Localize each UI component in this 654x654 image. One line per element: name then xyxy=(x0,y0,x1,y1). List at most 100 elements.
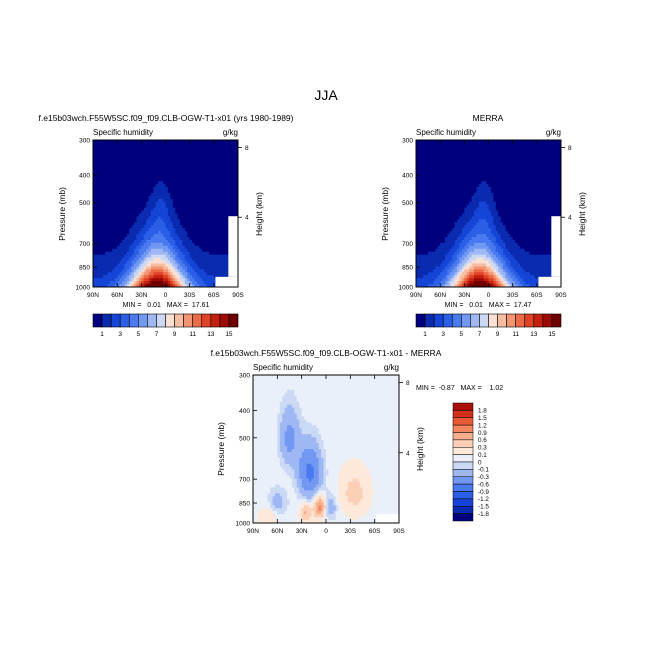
contour-cell xyxy=(184,248,188,253)
contour-cell xyxy=(109,148,113,153)
contour-cell xyxy=(488,189,492,194)
contour-cell xyxy=(447,145,451,150)
contour-cell xyxy=(204,172,207,176)
contour-cell xyxy=(430,225,434,229)
contour-cell xyxy=(536,189,540,194)
contour-cell xyxy=(136,175,140,179)
contour-cell xyxy=(454,181,458,185)
contour-cell xyxy=(167,237,171,241)
contour-cell xyxy=(95,172,99,176)
contour-cell xyxy=(204,145,207,150)
contour-cell xyxy=(469,198,472,203)
contour-cell xyxy=(148,239,152,244)
contour-cell xyxy=(131,195,135,200)
contour-cell xyxy=(134,272,137,276)
contour-cell xyxy=(199,181,203,185)
contour-cell xyxy=(126,192,130,197)
contour-cell xyxy=(416,181,419,185)
contour-cell xyxy=(428,151,431,156)
contour-cell xyxy=(493,213,497,217)
contour-cell xyxy=(551,142,555,147)
contour-cell xyxy=(141,251,145,256)
contour-cell xyxy=(469,151,472,156)
contour-cell xyxy=(449,160,453,164)
contour-cell xyxy=(189,192,193,197)
contour-cell xyxy=(527,172,530,176)
contour-cell xyxy=(165,213,169,217)
contour-cell xyxy=(532,163,535,167)
contour-cell xyxy=(510,219,514,223)
contour-cell xyxy=(416,166,419,170)
contour-cell xyxy=(146,187,149,191)
contour-cell xyxy=(109,275,113,279)
contour-cell xyxy=(481,207,485,211)
y-tick-label: 850 xyxy=(79,265,90,272)
contour-cell xyxy=(160,201,164,206)
contour-cell xyxy=(194,225,198,229)
contour-cell xyxy=(490,172,494,176)
contour-cell xyxy=(201,140,205,144)
contour-cell xyxy=(498,140,501,144)
contour-cell xyxy=(225,195,229,200)
contour-cell xyxy=(167,213,171,217)
contour-cell xyxy=(148,207,152,211)
contour-cell xyxy=(100,192,104,197)
contour-cell xyxy=(134,154,137,159)
contour-cell xyxy=(141,281,145,285)
contour-cell xyxy=(527,192,530,197)
contour-cell xyxy=(105,222,108,226)
contour-cell xyxy=(189,184,193,188)
contour-cell xyxy=(556,192,559,197)
contour-cell xyxy=(143,157,147,161)
colorbar-box xyxy=(92,313,103,328)
contour-cell xyxy=(515,157,518,161)
contour-cell xyxy=(196,228,200,232)
contour-cell xyxy=(447,201,451,206)
contour-cell xyxy=(146,269,149,273)
contour-cell xyxy=(143,195,147,200)
contour-cell xyxy=(425,201,429,206)
contour-cell xyxy=(452,231,456,235)
contour-cell xyxy=(117,169,120,173)
contour-cell xyxy=(119,198,123,203)
contour-cell xyxy=(141,284,145,287)
contour-cell xyxy=(105,234,108,238)
contour-cell xyxy=(143,192,147,197)
contour-cell xyxy=(153,160,157,164)
contour-cell xyxy=(452,145,456,150)
contour-cell xyxy=(437,175,441,179)
contour-cell xyxy=(180,151,183,156)
contour-cell xyxy=(459,163,463,167)
contour-cell xyxy=(196,216,200,220)
contour-cell xyxy=(129,242,133,247)
contour-cell xyxy=(136,204,140,209)
contour-cell xyxy=(201,275,205,279)
contour-cell xyxy=(449,219,453,223)
contour-cell xyxy=(206,142,210,147)
contour-cell xyxy=(539,210,543,214)
contour-cell xyxy=(507,166,511,170)
contour-cell xyxy=(476,151,480,156)
contour-cell xyxy=(107,201,111,206)
contour-cell xyxy=(532,178,535,182)
contour-cell xyxy=(498,201,501,206)
contour-cell xyxy=(445,175,448,179)
contour-cell xyxy=(493,210,497,214)
contour-cell xyxy=(201,228,205,232)
contour-cell xyxy=(551,140,555,144)
contour-cell xyxy=(172,269,176,273)
contour-cell xyxy=(143,269,147,273)
contour-cell xyxy=(218,266,222,270)
contour-cell xyxy=(449,184,453,188)
contour-cell xyxy=(189,163,193,167)
contour-cell xyxy=(93,172,96,176)
contour-cell xyxy=(189,260,193,264)
contour-cell xyxy=(187,210,191,214)
contour-cell xyxy=(211,254,215,258)
contour-cell xyxy=(452,213,456,217)
contour-cell xyxy=(201,207,205,211)
contour-cell xyxy=(184,260,188,264)
contour-cell xyxy=(442,169,446,173)
contour-cell xyxy=(189,237,193,241)
contour-cell xyxy=(124,160,128,164)
